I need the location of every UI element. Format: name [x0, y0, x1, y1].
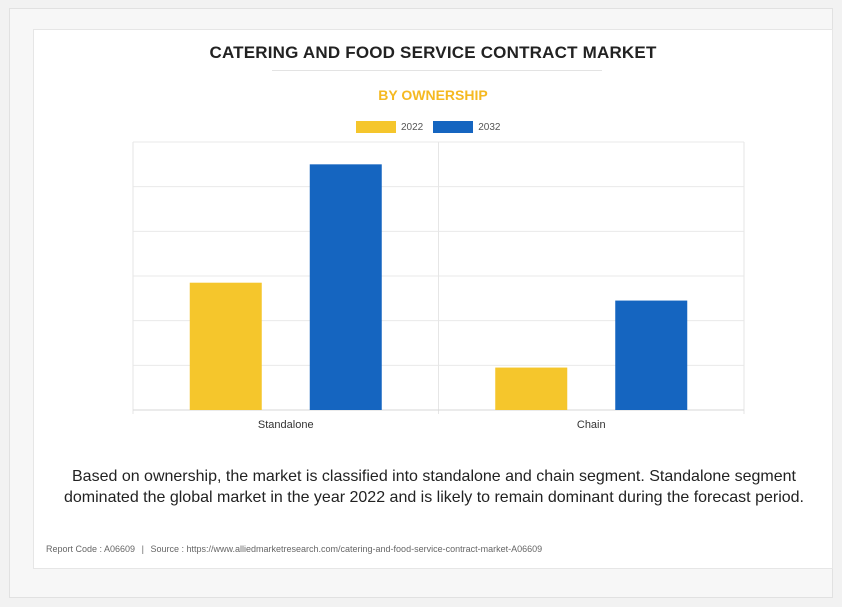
bar-chart: Standalone Chain	[132, 141, 745, 431]
chart-description: Based on ownership, the market is classi…	[64, 468, 804, 506]
chart-legend: 2022 2032	[356, 120, 505, 134]
chart-title: CATERING AND FOOD SERVICE CONTRACT MARKE…	[209, 43, 657, 62]
bar-standalone-2032	[309, 164, 382, 410]
footer-separator: |	[141, 544, 144, 554]
chart-subtitle: BY OWNERSHIP	[378, 87, 488, 103]
report-footer: Report Code : A06609 | Source : https://…	[46, 544, 542, 554]
legend-swatch-2022	[356, 121, 396, 133]
legend-item-2022: 2022	[356, 121, 423, 133]
x-tick-label-standalone: Standalone	[258, 419, 314, 431]
bar-standalone-2022	[189, 282, 262, 410]
report-code: Report Code : A06609	[46, 544, 136, 554]
infographic-card: CATERING AND FOOD SERVICE CONTRACT MARKE…	[33, 29, 833, 569]
legend-label-2032: 2032	[478, 121, 501, 133]
legend-swatch-2032	[433, 121, 474, 133]
legend-item-2032: 2032	[433, 121, 501, 133]
page-frame: CATERING AND FOOD SERVICE CONTRACT MARKE…	[9, 8, 833, 598]
legend-label-2022: 2022	[401, 121, 424, 133]
x-tick-label-chain: Chain	[577, 419, 606, 431]
title-divider	[272, 70, 602, 71]
bar-chain-2032	[615, 300, 688, 410]
source-link[interactable]: Source : https://www.alliedmarketresearc…	[150, 544, 543, 554]
bar-chain-2022	[495, 367, 568, 410]
